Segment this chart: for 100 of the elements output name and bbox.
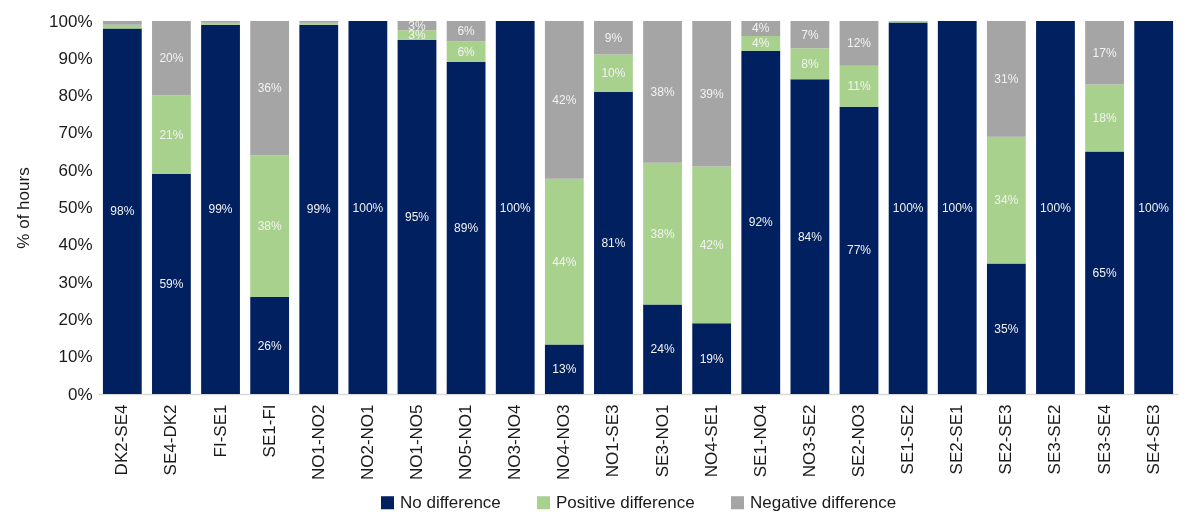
data-label: 31% [994,71,1019,86]
bar [986,136,1026,264]
x-tick-label: SE1-NO4 [750,404,770,478]
y-tick-label: 10% [58,347,93,367]
x-tick-label: SE2-SE1 [947,404,967,475]
data-label: 92% [748,215,774,230]
bar [152,95,191,174]
data-label: 59% [159,276,184,291]
y-tick-label: 100% [49,11,93,31]
bar [250,155,290,298]
bar [594,91,633,394]
bar [250,297,290,394]
data-label: 38% [257,219,282,234]
x-tick-label: NO1-NO2 [308,404,328,481]
data-label: 10% [601,66,626,81]
bar [594,54,633,92]
data-label: 4% [752,36,770,51]
bar [839,106,879,394]
bar [692,21,732,167]
x-tick-label: SE3-NO1 [652,404,672,478]
data-label: 8% [801,56,819,71]
x-tick-label: SE2-SE3 [996,404,1016,475]
bar [544,178,584,345]
data-label: 100% [352,200,384,215]
data-label: 100% [892,201,924,216]
bar [201,24,240,394]
bar [152,21,191,96]
data-label: 6% [457,44,476,59]
x-tick-label: NO3-NO4 [505,404,525,481]
data-label: 99% [306,202,332,217]
y-tick-label: 20% [58,309,93,329]
bar [152,173,191,394]
data-label: 42% [699,237,724,252]
data-label: 34% [994,193,1019,208]
data-label: 95% [404,209,430,224]
bar [397,39,437,394]
data-label: 84% [797,229,823,244]
x-tick-label: SE4-DK2 [161,404,181,476]
bar [692,323,732,394]
data-label: 36% [257,81,282,96]
data-label: 100% [1138,200,1170,215]
x-tick-label: SE3-SE2 [1045,404,1065,475]
bar [790,48,830,80]
legend-label: Negative difference [750,492,897,512]
data-label: 13% [552,362,577,377]
data-label: 100% [499,200,531,215]
bar [1036,21,1075,394]
data-label: 24% [650,342,675,357]
bar [1085,84,1124,152]
bar [1085,151,1124,394]
data-label: 21% [159,127,184,142]
data-label: 38% [650,84,675,99]
bar [839,21,879,66]
data-label: 39% [699,86,724,101]
x-tick-label: NO5-NO1 [456,404,476,481]
data-label: 100% [941,200,973,215]
x-tick-label: SE3-SE4 [1094,404,1114,475]
data-label: 44% [552,254,577,269]
y-tick-label: 50% [58,198,93,217]
bar [986,21,1026,137]
y-axis-title: % of hours [14,167,34,249]
data-label: 98% [110,204,135,219]
x-tick-label: NO4-NO3 [554,404,574,481]
bar [937,21,977,394]
x-tick-label: NO4-SE1 [701,404,721,478]
x-tick-label: NO2-NO1 [357,404,377,481]
bar [643,304,682,394]
x-tick-label: SE1-FI [259,404,279,458]
bar [594,21,633,55]
bar [250,21,290,156]
data-label: 9% [604,30,623,45]
bar [102,28,142,394]
data-label: 17% [1092,45,1117,60]
bar [348,21,388,394]
bar [495,21,535,394]
bar [299,24,339,394]
data-label: 100% [1040,200,1072,215]
bar [643,162,682,305]
x-tick-label: DK2-SE4 [112,404,132,476]
bar [102,21,142,25]
data-label: 20% [159,51,184,66]
data-label: 19% [699,351,724,366]
y-tick-label: 30% [58,272,93,292]
data-label: 12% [846,36,872,51]
bar [790,79,830,394]
x-tick-label: FI-SE1 [210,404,230,458]
data-label: 81% [601,235,626,250]
x-tick-label: SE1-SE2 [898,404,918,475]
bar [643,21,682,163]
y-tick-label: 80% [58,86,93,106]
bar [692,166,732,324]
legend-label: Positive difference [556,492,695,512]
y-tick-label: 90% [58,48,93,68]
bar [544,21,584,179]
x-tick-label: NO1-SE3 [603,404,623,478]
x-tick-label: SE2-NO3 [849,404,869,478]
bar [986,263,1026,394]
bar [888,22,928,394]
x-tick-label: NO3-SE2 [799,404,819,478]
bar [446,62,486,394]
